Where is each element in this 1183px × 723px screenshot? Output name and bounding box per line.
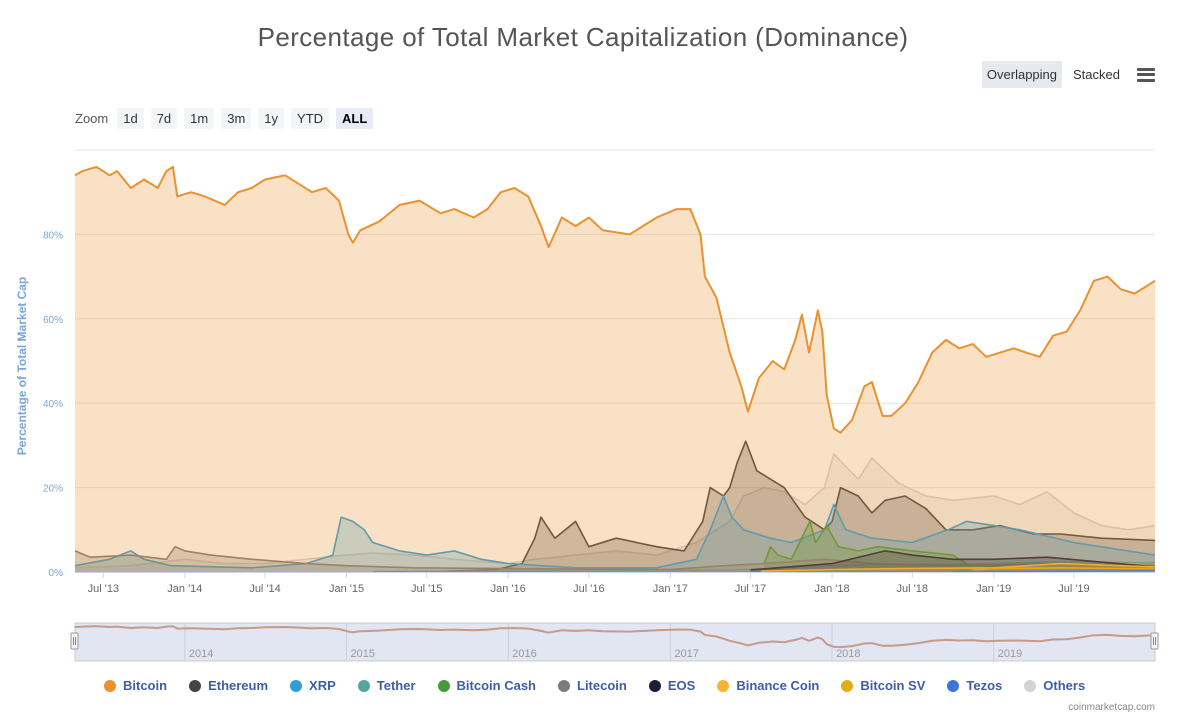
x-tick-label: Jul '17 (735, 583, 766, 595)
y-tick-label: 0% (49, 568, 64, 579)
navigator-right-handle[interactable] (1150, 632, 1159, 650)
x-tick-label: Jan '19 (976, 583, 1011, 595)
series-line-litecoin (74, 545, 1156, 571)
x-tick-label: Jan '15 (329, 583, 364, 595)
series-area-others (75, 453, 1155, 572)
legend-marker (104, 679, 116, 692)
navigator-year-label: 2016 (512, 648, 536, 660)
y-tick-label: 80% (43, 230, 63, 241)
legend-marker (357, 679, 370, 692)
x-tick-label: Jul '15 (411, 583, 442, 595)
legend-marker (189, 679, 202, 692)
series-line-ethereum (443, 440, 1156, 572)
x-tick-label: Jul '18 (897, 583, 928, 595)
stacked-button[interactable]: Stacked (1073, 67, 1120, 82)
hamburger-menu-icon[interactable] (1137, 67, 1155, 82)
dominance-chart: 0% 20% 40% 60% 80% Percentage of Total Market… (15, 149, 1159, 662)
legend-label: EOS (667, 678, 696, 693)
series-area-bitcoin-cash (764, 521, 1155, 572)
zoom-1y-button[interactable]: 1y (258, 108, 285, 129)
series-line-binance-coin (761, 562, 1156, 572)
legend-item-ethereum[interactable]: Ethereum (189, 678, 268, 693)
y-axis-title: Percentage of Total Market Cap (15, 277, 29, 456)
zoom-3m-button[interactable]: 3m (221, 108, 252, 129)
navigator-year-label: 2015 (351, 648, 375, 660)
x-tick-label: Jul '16 (573, 583, 604, 595)
navigator-window (74, 622, 1156, 662)
navigator-year-label: 2019 (998, 648, 1022, 660)
legend-item-bitcoin-cash[interactable]: Bitcoin Cash (437, 678, 536, 693)
series-area-bitcoin (75, 166, 1155, 572)
legend-marker (648, 679, 661, 692)
legend-marker (1024, 679, 1037, 692)
legend-label: Bitcoin Cash (456, 678, 536, 693)
legend-marker (558, 679, 570, 692)
y-tick-label: 40% (43, 399, 63, 410)
series-line-bitcoin-cash (763, 520, 1156, 569)
legend-label: Tether (376, 678, 416, 693)
legend-marker (841, 679, 854, 692)
legend-item-litecoin[interactable]: Litecoin (558, 678, 627, 693)
legend-label: Binance Coin (736, 678, 820, 693)
x-tick-label: Jan '17 (653, 583, 688, 595)
zoom-ytd-button[interactable]: YTD (291, 108, 330, 129)
series-line-bitcoin-sv (972, 567, 1156, 571)
legend-item-others[interactable]: Others (1024, 678, 1085, 693)
legend-label: Bitcoin SV (860, 678, 926, 693)
series-line-eos (750, 550, 1156, 571)
zoom-1d-button[interactable]: 1d (117, 108, 144, 129)
legend-marker (947, 679, 960, 692)
y-tick-label: 60% (43, 315, 63, 326)
x-tick-label: Jul '14 (249, 583, 280, 595)
series-line-others (74, 453, 1156, 569)
series-area-eos (750, 550, 1155, 572)
navigator-left-handle[interactable] (70, 632, 79, 650)
legend-marker (717, 679, 730, 692)
legend-label: Others (1043, 678, 1086, 693)
legend-item-tether[interactable]: Tether (357, 678, 416, 693)
legend-label: XRP (309, 678, 336, 693)
series-line-tezos (952, 569, 1156, 573)
legend-item-bitcoin-sv[interactable]: Bitcoin SV (841, 678, 925, 693)
legend-label: Litecoin (577, 678, 627, 693)
x-tick-label: Jan '14 (167, 583, 202, 595)
x-tick-label: Jan '16 (491, 583, 526, 595)
legend-item-binance-coin[interactable]: Binance Coin (717, 678, 819, 693)
chart-title: Percentage of Total Market Capitalizatio… (257, 22, 909, 52)
legend-item-tezos[interactable]: Tezos (947, 678, 1002, 693)
credits-link[interactable]: coinmarketcap.com (1068, 702, 1155, 713)
zoom-label: Zoom (75, 111, 109, 126)
navigator-year-label: 2018 (836, 648, 860, 660)
series-line-tether (372, 560, 1156, 573)
series-line-bitcoin (74, 165, 1156, 434)
legend-marker (437, 679, 450, 692)
x-tick-label: Jul '19 (1058, 583, 1089, 595)
y-tick-label: 20% (43, 484, 63, 495)
zoom-toolbar: Zoom 1d 7d 1m 3m 1y YTD ALL (75, 108, 374, 129)
overlapping-button[interactable]: Overlapping (981, 61, 1063, 88)
view-mode-toolbar: Overlapping Stacked (981, 61, 1155, 88)
legend-item-eos[interactable]: EOS (648, 678, 696, 693)
chart-legend: Bitcoin Ethereum XRP Tether Bitcoin Cash… (104, 678, 1107, 693)
x-tick-label: Jul '13 (88, 583, 119, 595)
series-layer (74, 165, 1156, 573)
legend-item-xrp[interactable]: XRP (290, 678, 336, 693)
legend-item-bitcoin[interactable]: Bitcoin (104, 678, 167, 693)
navigator-year-label: 2014 (189, 648, 213, 660)
series-area-xrp (75, 496, 1155, 572)
legend-label: Tezos (966, 678, 1003, 693)
navigator-year-label: 2017 (674, 648, 698, 660)
navigator-series-line (74, 625, 1156, 649)
legend-label: Bitcoin (123, 678, 168, 693)
x-tick-label: Jan '18 (814, 583, 849, 595)
zoom-1m-button[interactable]: 1m (184, 108, 215, 129)
legend-label: Ethereum (208, 678, 269, 693)
zoom-all-button[interactable]: ALL (336, 108, 374, 129)
zoom-7d-button[interactable]: 7d (150, 108, 178, 129)
legend-marker (290, 679, 303, 692)
